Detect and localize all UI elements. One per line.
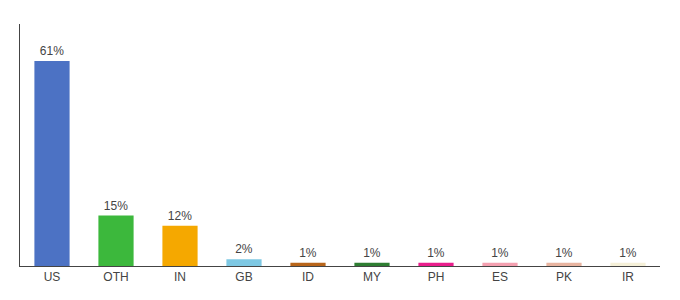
svg-text:2%: 2% — [235, 242, 253, 256]
svg-text:IN: IN — [174, 270, 186, 284]
svg-text:1%: 1% — [619, 246, 637, 260]
svg-text:ID: ID — [302, 270, 314, 284]
svg-text:US: US — [44, 270, 61, 284]
svg-text:MY: MY — [363, 270, 381, 284]
svg-text:PH: PH — [428, 270, 445, 284]
svg-text:1%: 1% — [427, 246, 445, 260]
svg-text:IR: IR — [622, 270, 634, 284]
svg-text:61%: 61% — [40, 44, 64, 58]
svg-text:GB: GB — [235, 270, 252, 284]
svg-text:1%: 1% — [363, 246, 381, 260]
svg-text:ES: ES — [492, 270, 508, 284]
svg-text:OTH: OTH — [103, 270, 128, 284]
svg-text:12%: 12% — [168, 209, 192, 223]
svg-text:PK: PK — [556, 270, 572, 284]
svg-text:1%: 1% — [555, 246, 573, 260]
svg-text:1%: 1% — [299, 246, 317, 260]
svg-text:1%: 1% — [491, 246, 509, 260]
svg-text:15%: 15% — [104, 199, 128, 213]
